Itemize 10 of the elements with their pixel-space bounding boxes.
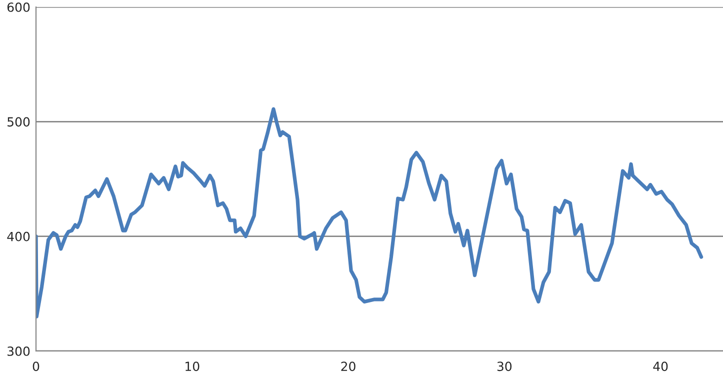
y-tick-label: 300 [8, 346, 30, 356]
x-tick-label: 20 [341, 362, 356, 372]
x-tick-label: 10 [186, 362, 200, 372]
y-tick-label: 400 [7, 232, 30, 242]
x-tick-label: 40 [653, 362, 668, 372]
x-tick-label: 30 [497, 362, 512, 372]
x-tick-label: 0 [32, 362, 40, 372]
y-tick-label: 500 [8, 117, 30, 127]
line-series [36, 107, 704, 318]
y-tick-label: 600 [7, 2, 30, 12]
